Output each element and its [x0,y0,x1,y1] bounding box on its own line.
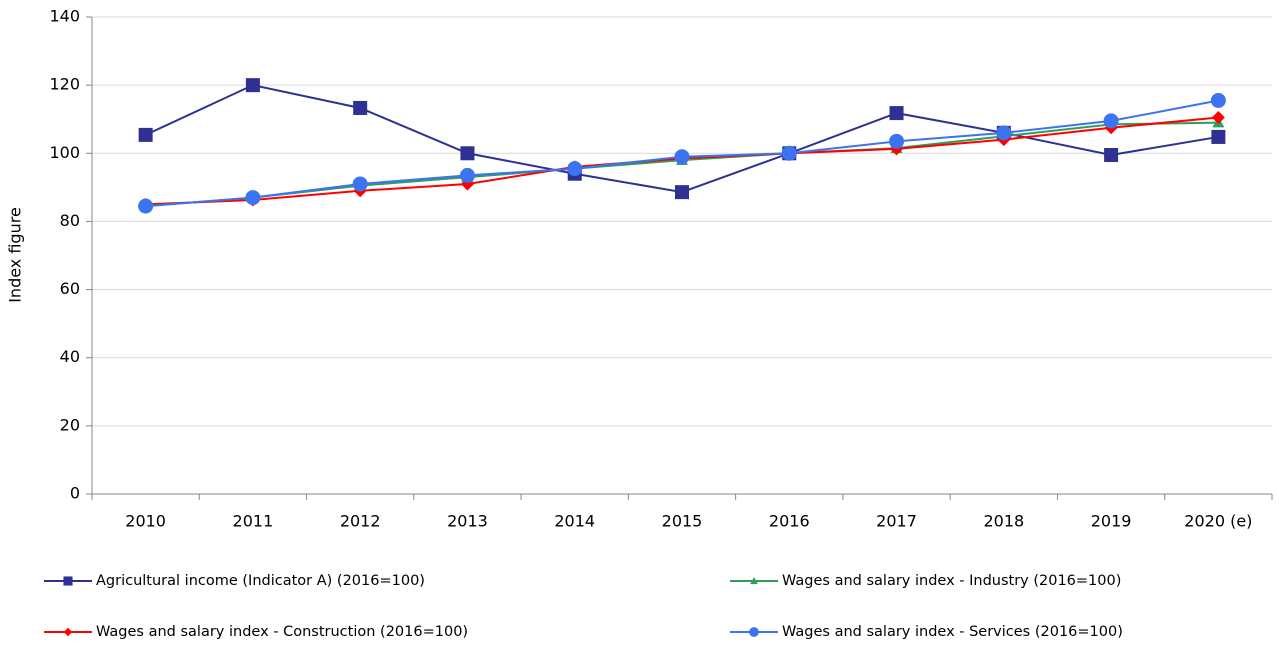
y-tick-label: 20 [60,415,80,434]
legend-label: Wages and salary index - Industry (2016=… [782,573,1121,589]
marker [63,627,73,637]
marker [889,106,904,121]
series-line [145,84,1219,194]
x-tick-label: 2017 [876,512,917,531]
legend-label: Wages and salary index - Construction (2… [96,624,468,640]
y-tick-label: 140 [49,7,80,26]
marker [1104,147,1119,162]
x-tick-label: 2010 [125,512,166,531]
x-tick-label: 2016 [769,512,810,531]
legend: Agricultural income (Indicator A) (2016=… [44,573,1123,640]
x-tick-label: 2020 (e) [1184,512,1252,531]
x-tick-label: 2012 [340,512,381,531]
y-tick-label: 120 [49,75,80,94]
marker [1103,113,1119,129]
marker [567,161,583,177]
marker [889,133,905,149]
x-tick-label: 2018 [983,512,1024,531]
marker [353,100,368,115]
marker [459,167,475,183]
y-tick-label: 100 [49,143,80,162]
marker [63,576,73,586]
marker [1211,129,1226,144]
x-tick-label: 2015 [662,512,703,531]
marker [138,127,153,142]
legend-label: Agricultural income (Indicator A) (2016=… [96,573,425,589]
marker [750,577,758,585]
marker [996,125,1012,141]
x-tick-label: 2013 [447,512,488,531]
marker [352,176,368,192]
marker [1210,92,1226,108]
marker [675,185,689,200]
marker [245,78,260,93]
marker [1211,111,1225,125]
x-tick-label: 2019 [1091,512,1132,531]
y-tick-label: 0 [70,484,80,503]
marker [749,627,759,637]
x-tick-label: 2011 [233,512,274,531]
legend-label: Wages and salary index - Services (2016=… [782,624,1123,640]
marker [781,145,797,161]
y-tick-label: 80 [60,211,80,230]
marker [245,190,261,206]
y-axis-label: Index figure [6,207,25,303]
y-tick-label: 40 [60,347,80,366]
marker [674,149,690,165]
marker [460,146,475,161]
marker [138,198,154,214]
x-tick-label: 2014 [554,512,595,531]
y-tick-label: 60 [60,279,80,298]
